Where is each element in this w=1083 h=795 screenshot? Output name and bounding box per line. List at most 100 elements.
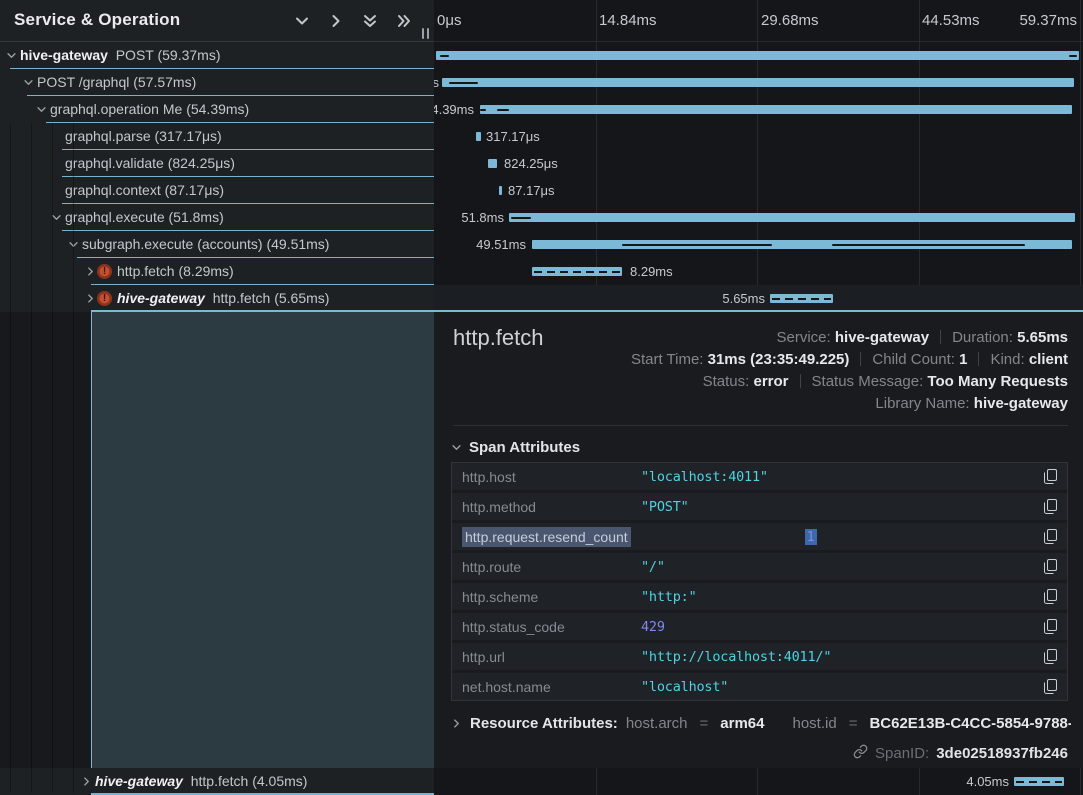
span-meta: Service: hive-gateway Duration: 5.65ms Sta… (631, 327, 1068, 415)
span-attributes-header[interactable]: Span Attributes (451, 439, 580, 456)
attribute-value: "http:" (641, 588, 697, 605)
timeline-axis: 0μs 14.84ms 29.68ms 44.53ms 59.37ms (434, 0, 1083, 42)
double-chevron-down-icon[interactable] (362, 13, 378, 29)
copy-icon[interactable] (1044, 679, 1057, 694)
copy-icon[interactable] (1044, 559, 1057, 574)
selected-span-extension (91, 312, 434, 768)
chevron-down-icon[interactable] (51, 212, 62, 223)
span-bar[interactable] (442, 78, 1074, 87)
span-bar[interactable] (770, 294, 833, 303)
span-bar[interactable] (436, 51, 1079, 60)
span-name: graphql.execute (51.8ms) (65, 209, 224, 225)
attribute-key: net.host.name (462, 678, 551, 695)
copy-icon[interactable] (1044, 469, 1057, 484)
span-tree-row[interactable]: hive-gateway POST (59.37ms) (0, 42, 434, 69)
attribute-row: http.route "/" (452, 553, 1067, 580)
span-tree-row[interactable]: hive-gateway http.fetch (5.65ms) (0, 285, 434, 312)
chevron-down-icon[interactable] (68, 239, 79, 250)
span-tree-row[interactable]: hive-gateway http.fetch (4.05ms) (0, 768, 434, 795)
span-tree-row[interactable]: subgraph.execute (accounts) (49.51ms) (0, 231, 434, 258)
row-border (77, 257, 434, 258)
panel-resize-handle[interactable] (422, 28, 430, 39)
axis-tick: 14.84ms (599, 12, 657, 29)
link-icon[interactable] (853, 744, 868, 763)
span-bar[interactable] (1014, 777, 1064, 786)
chevron-down-icon[interactable] (6, 50, 17, 61)
span-bar[interactable] (532, 267, 622, 276)
axis-tick: 0μs (437, 12, 462, 29)
span-tree-row[interactable]: graphql.parse (317.17μs) (0, 123, 434, 150)
span-name: graphql.operation Me (54.39ms) (50, 101, 250, 117)
chevron-down-icon[interactable] (23, 77, 34, 88)
duration-label: 5.65ms (722, 291, 765, 306)
attribute-row: http.scheme "http:" (452, 583, 1067, 610)
chevron-down-icon[interactable] (36, 104, 47, 115)
chevron-right-icon[interactable] (81, 776, 92, 787)
attribute-key: http.status_code (462, 618, 565, 635)
attribute-value: "localhost" (641, 678, 729, 695)
attribute-value: "http://localhost:4011/" (641, 648, 832, 665)
meta-line: Library Name: hive-gateway (875, 395, 1068, 412)
span-name: hive-gateway http.fetch (4.05ms) (95, 773, 308, 789)
span-detail-title: http.fetch (453, 325, 544, 350)
span-id-value: 3de02518937fb246 (936, 745, 1068, 762)
attribute-key: http.method (462, 498, 536, 515)
attribute-value: "/" (641, 558, 665, 575)
child-span-mark (480, 108, 486, 111)
span-bar[interactable] (532, 240, 1072, 249)
span-bar[interactable] (488, 159, 497, 168)
attribute-row: http.request.resend_count 1 (452, 523, 1067, 550)
attribute-row: http.url "http://localhost:4011/" (452, 643, 1067, 670)
timeline-panel: 0μs 14.84ms 29.68ms 44.53ms 59.37ms 57.57ms 5… (434, 0, 1083, 795)
attribute-key: http.request.resend_count (462, 526, 631, 547)
timeline-row (434, 42, 1083, 69)
timeline-row: 4.05ms (434, 768, 1083, 795)
span-tree-row[interactable]: graphql.execute (51.8ms) (0, 204, 434, 231)
double-chevron-right-icon[interactable] (396, 13, 412, 29)
chevron-right-icon[interactable] (328, 13, 344, 29)
copy-icon[interactable] (1044, 619, 1057, 634)
timeline-row: 57.57ms (434, 69, 1083, 96)
tree-toolbar (294, 13, 412, 29)
span-bar[interactable] (499, 186, 502, 195)
attribute-key: http.url (462, 648, 505, 665)
span-bar[interactable] (509, 213, 1075, 222)
divider (453, 425, 1068, 426)
attribute-key: http.scheme (462, 588, 539, 605)
resource-attributes-row[interactable]: Resource Attributes: host.arch = arm64 host.… (451, 715, 1071, 732)
span-tree-row[interactable]: POST /graphql (57.57ms) (0, 69, 434, 96)
span-tree-row[interactable]: graphql.operation Me (54.39ms) (0, 96, 434, 123)
copy-icon[interactable] (1044, 499, 1057, 514)
duration-label: 57.57ms (434, 75, 439, 90)
axis-tick: 44.53ms (922, 12, 980, 29)
chevron-right-icon[interactable] (85, 293, 96, 304)
copy-icon[interactable] (1044, 529, 1057, 544)
span-bar[interactable] (480, 105, 1072, 114)
meta-line: Service: hive-gateway Duration: 5.65ms (776, 329, 1069, 346)
panel-title: Service & Operation (14, 10, 181, 29)
attribute-value: 1 (804, 528, 817, 545)
timeline-row: 5.65ms (434, 285, 1083, 312)
chevron-down-icon[interactable] (294, 13, 310, 29)
span-name: http.fetch (8.29ms) (117, 263, 234, 279)
tree-panel-header: Service & Operation (0, 0, 434, 42)
span-tree-row[interactable]: graphql.validate (824.25μs) (0, 150, 434, 177)
span-tree-row[interactable]: http.fetch (8.29ms) (0, 258, 434, 285)
duration-label: 824.25μs (504, 156, 558, 171)
chevron-right-icon (451, 718, 462, 729)
chevron-right-icon[interactable] (85, 266, 96, 277)
error-icon (97, 291, 112, 306)
span-name: subgraph.execute (accounts) (49.51ms) (82, 236, 330, 252)
copy-icon[interactable] (1044, 589, 1057, 604)
child-span-mark (449, 81, 478, 84)
child-span-mark (511, 216, 531, 219)
copy-icon[interactable] (1044, 649, 1057, 664)
span-name: graphql.validate (824.25μs) (65, 155, 235, 171)
row-border (27, 95, 434, 96)
span-attributes-table: http.host "localhost:4011" http.method "POS… (451, 462, 1068, 701)
span-id-row: SpanID: 3de02518937fb246 (853, 744, 1068, 763)
row-border (91, 284, 434, 285)
span-tree-row[interactable]: graphql.context (87.17μs) (0, 177, 434, 204)
attribute-key: http.host (462, 468, 516, 485)
span-bar[interactable] (476, 132, 481, 141)
